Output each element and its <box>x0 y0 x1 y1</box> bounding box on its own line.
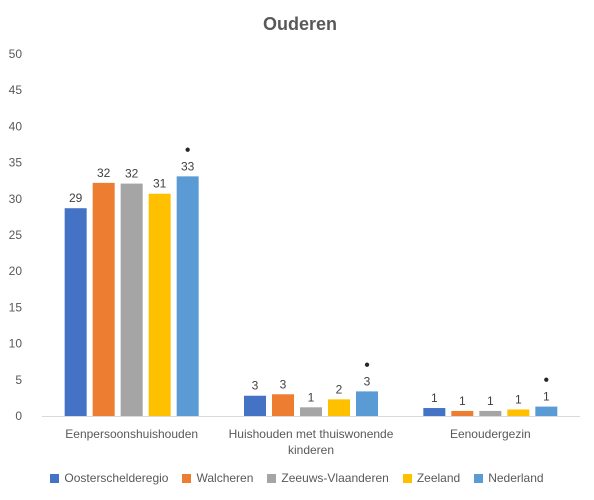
y-tick-label: 15 <box>9 300 23 314</box>
data-label: 32 <box>125 167 139 181</box>
data-label: 3 <box>252 379 259 393</box>
legend-swatch <box>402 473 412 483</box>
bar-walcheren <box>272 394 294 416</box>
chart-title: Ouderen <box>263 14 337 34</box>
bar-zeeuws-vlaanderen <box>300 407 322 416</box>
bar-nederland <box>356 391 378 416</box>
significance-marker: ● <box>364 359 370 370</box>
bar-zeeuws-vlaanderen <box>479 410 502 416</box>
data-label: 1 <box>515 392 522 406</box>
y-tick-label: 25 <box>9 228 23 242</box>
y-tick-label: 30 <box>9 192 23 206</box>
data-label: 33 <box>181 159 195 173</box>
legend-item: Oosterschelderegio <box>50 471 168 485</box>
chart-legend: Oosterschelderegio Walcheren Zeeuws-Vlaand… <box>0 469 594 487</box>
y-axis: 0 5 10 15 20 25 30 35 40 45 50 <box>9 47 23 423</box>
data-label: 31 <box>153 177 167 191</box>
data-label: 1 <box>308 390 315 404</box>
significance-markers: ● ● ● <box>185 144 550 385</box>
legend-label: Nederland <box>488 471 544 485</box>
legend-label: Walcheren <box>196 471 254 485</box>
legend-item: Nederland <box>474 471 544 485</box>
data-label: 2 <box>336 382 343 396</box>
x-axis: Eenpersoonshuishouden Huishouden met thui… <box>65 427 530 457</box>
y-tick-label: 20 <box>9 264 23 278</box>
x-category-label: Huishouden met thuiswonende <box>229 427 394 441</box>
data-label: 3 <box>364 374 371 388</box>
bar-oosterschelderegio <box>64 208 87 416</box>
bar-nederland <box>535 406 558 416</box>
bar-zeeuws-vlaanderen <box>120 183 143 416</box>
data-label: 1 <box>431 391 438 405</box>
y-tick-label: 35 <box>9 156 23 170</box>
y-tick-label: 45 <box>9 83 23 97</box>
y-tick-label: 50 <box>9 47 23 61</box>
x-category-label: Eenoudergezin <box>450 427 531 441</box>
legend-swatch <box>50 473 60 483</box>
data-label: 1 <box>543 390 550 404</box>
legend-label: Zeeland <box>416 471 461 485</box>
bar-zeeland <box>148 193 171 416</box>
legend-item: Zeeuws-Vlaanderen <box>267 471 389 485</box>
legend-item: Zeeland <box>402 471 461 485</box>
x-category-label: Eenpersoonshuishouden <box>65 427 198 441</box>
data-label: 1 <box>487 394 494 408</box>
bar-walcheren <box>451 410 474 416</box>
bars <box>64 176 558 416</box>
legend-label: Oosterschelderegio <box>64 471 169 485</box>
bar-oosterschelderegio <box>423 408 446 416</box>
bar-oosterschelderegio <box>244 395 266 416</box>
data-label: 29 <box>69 191 83 205</box>
y-tick-label: 10 <box>9 337 23 351</box>
bar-walcheren <box>92 182 115 416</box>
legend-swatch <box>182 473 192 483</box>
legend-item: Walcheren <box>182 471 253 485</box>
bar-zeeland <box>507 409 530 416</box>
data-label: 3 <box>280 377 287 391</box>
data-label: 1 <box>459 394 466 408</box>
significance-marker: ● <box>185 144 191 155</box>
legend-swatch <box>267 473 277 483</box>
y-tick-label: 40 <box>9 119 23 133</box>
data-label: 32 <box>97 166 111 180</box>
y-tick-label: 5 <box>15 373 22 387</box>
legend-swatch <box>474 473 484 483</box>
significance-marker: ● <box>543 375 549 386</box>
bar-nederland <box>176 176 199 416</box>
y-tick-label: 0 <box>15 409 22 423</box>
x-category-label: kinderen <box>288 443 334 457</box>
bar-zeeland <box>328 399 350 416</box>
legend-label: Zeeuws-Vlaanderen <box>281 471 389 485</box>
